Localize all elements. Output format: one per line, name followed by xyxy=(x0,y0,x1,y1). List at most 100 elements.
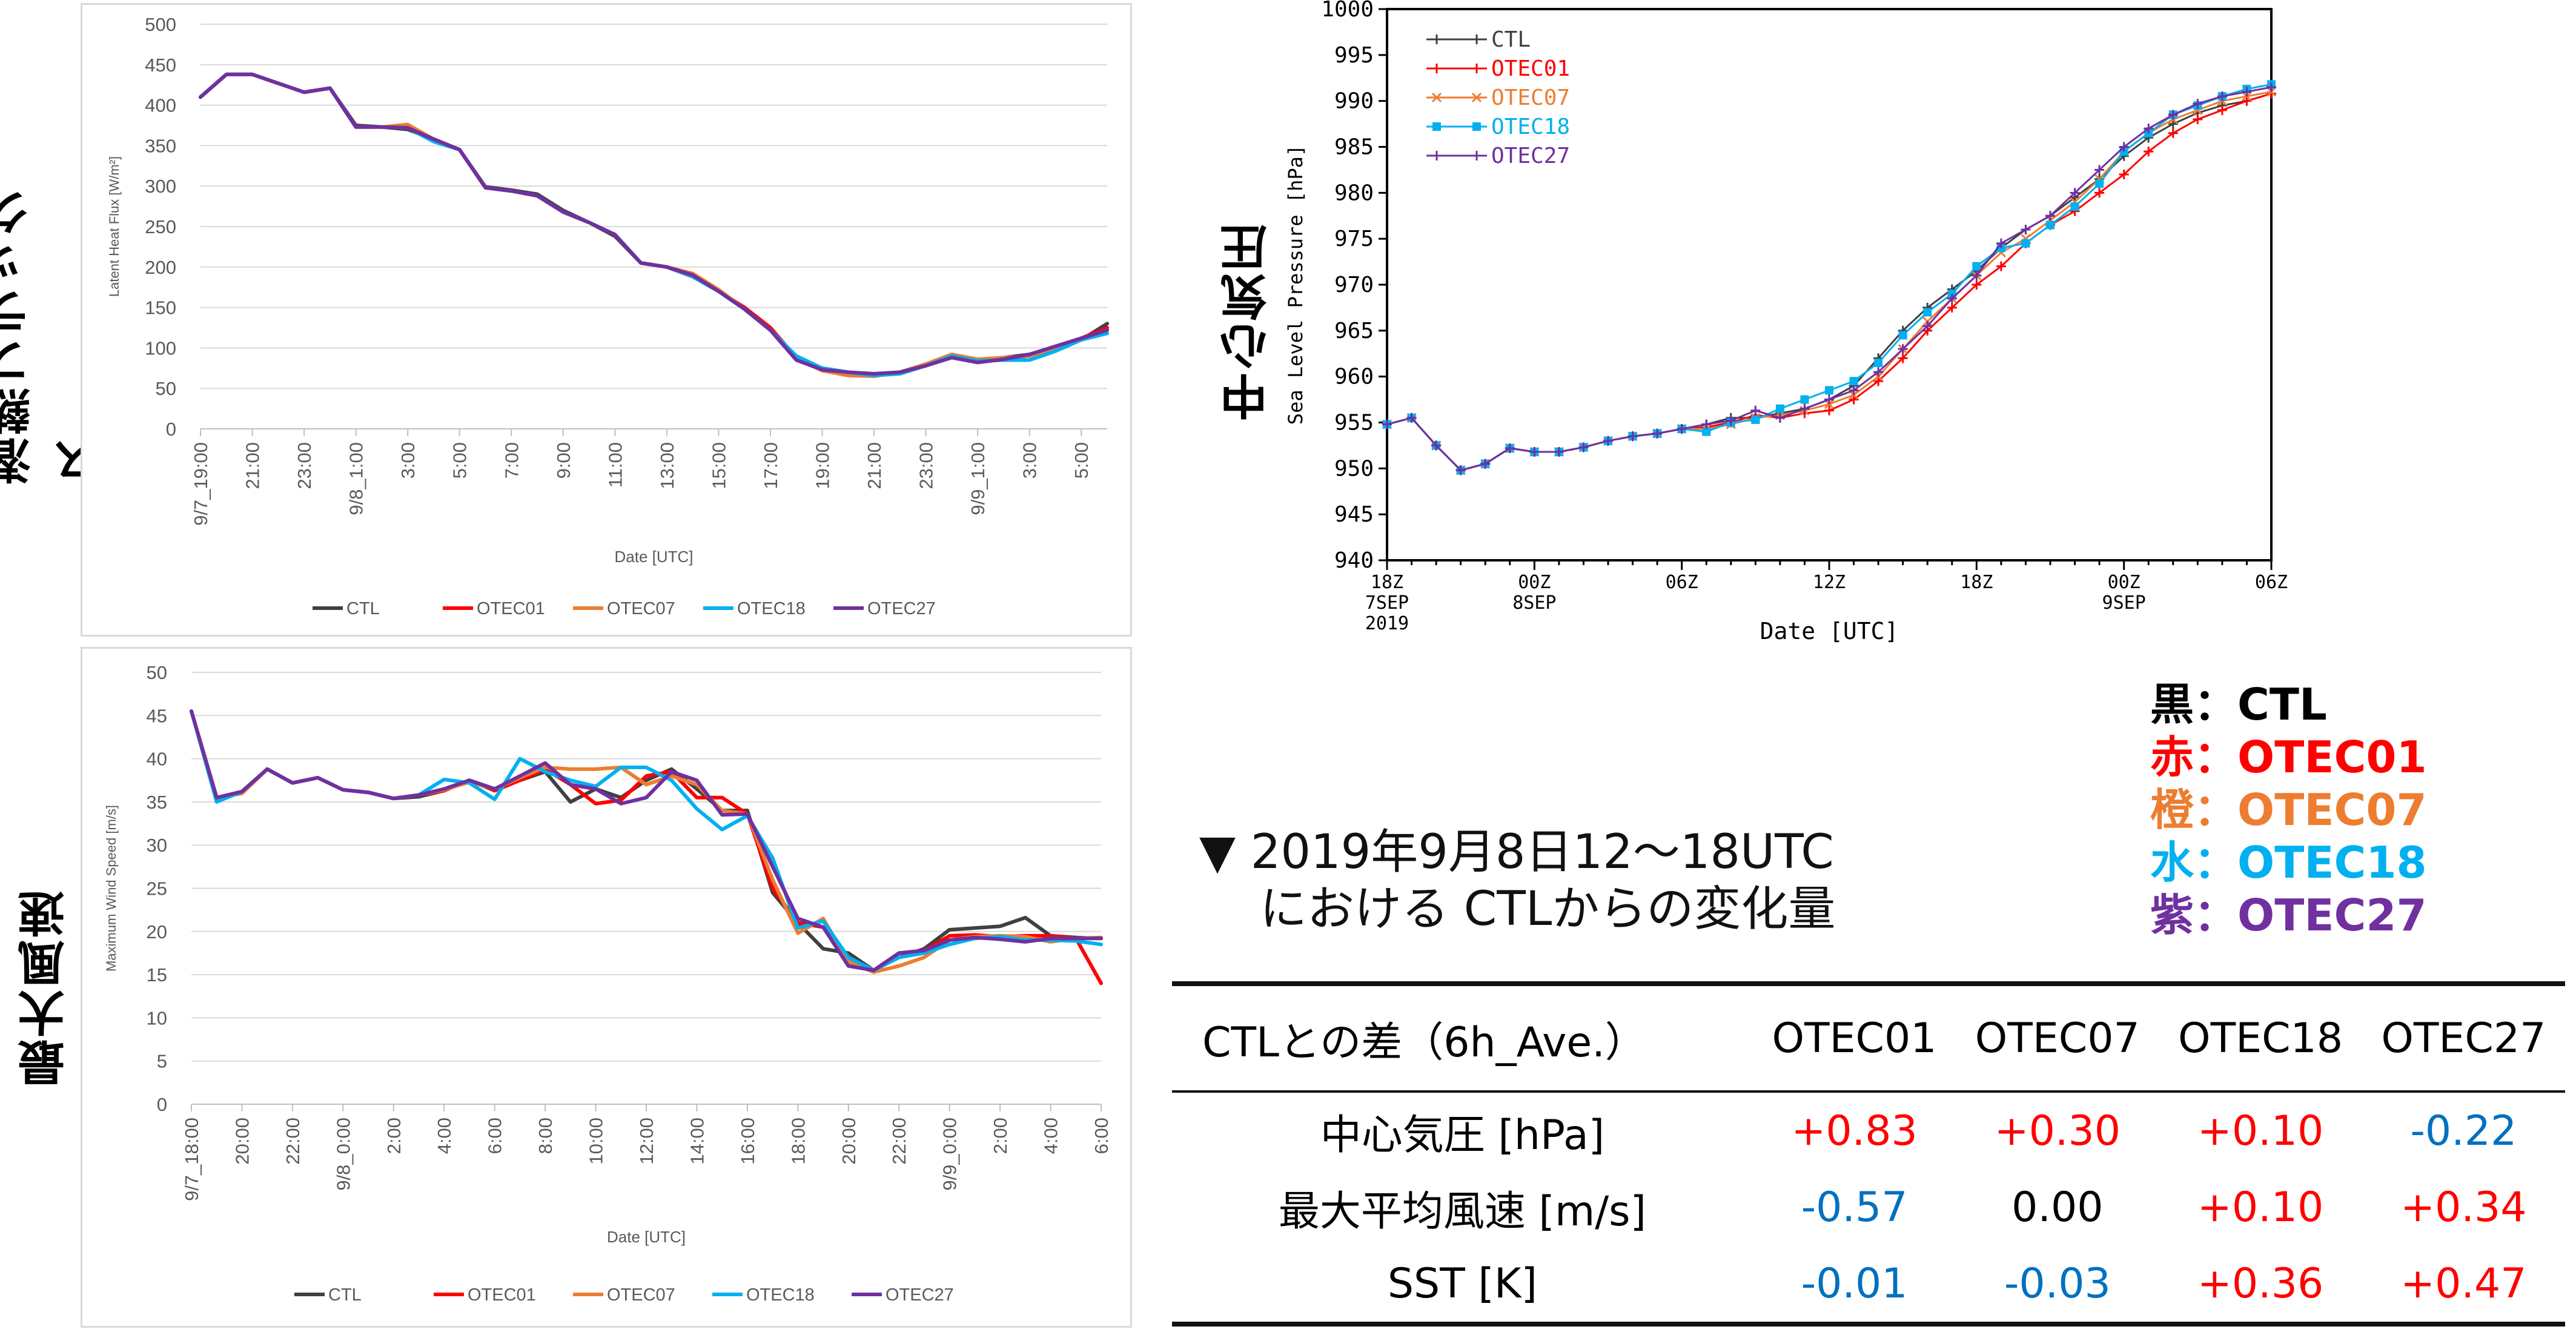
x-tick-label: 12Z xyxy=(1813,572,1846,593)
x-tick-label: 3:00 xyxy=(397,442,419,479)
data-point xyxy=(1431,440,1442,451)
max-wind-side-label: 最大風速 xyxy=(18,888,73,1087)
data-point xyxy=(2242,96,2252,106)
data-point xyxy=(1898,353,1908,363)
x-tick-label: 9/7_19:00 xyxy=(190,442,211,526)
x-tick-label: 00Z xyxy=(2108,572,2141,593)
data-point xyxy=(1825,386,1833,395)
latent-heat-flux-panel: 0 50 100 150 200 250 300 350 400 450 500 9/7_19:00 2… xyxy=(81,3,1132,637)
x-tick-label: 20:00 xyxy=(231,1118,253,1165)
data-point xyxy=(1406,412,1417,423)
x-tick-label: 00Z xyxy=(1518,572,1551,593)
color-key-row: 水：OTEC18 xyxy=(2150,837,2427,888)
data-point xyxy=(1873,367,1884,377)
color-key: 黒：CTL 赤：OTEC01 橙：OTEC07 水：OTEC18 紫：OTEC2… xyxy=(2150,678,2427,942)
row-label: 中心気圧 [hPa] xyxy=(1320,1111,1605,1159)
color-key-row: 紫：OTEC27 xyxy=(2150,890,2427,941)
difference-note: ▼ 2019年9月8日12～18UTC における CTLからの変化量 xyxy=(1199,824,1835,938)
data-point xyxy=(1472,35,1482,44)
sea-level-pressure-chart: 940 945 950 955 960 965 970 975 980 985 990 995 1000… xyxy=(1284,0,2288,644)
x-tick-label: 11:00 xyxy=(604,442,626,488)
y-tick-label: 500 xyxy=(145,14,176,35)
y-tick-label: 980 xyxy=(1334,181,1374,205)
y-tick-label: 990 xyxy=(1334,89,1374,114)
data-point xyxy=(2095,179,2104,188)
data-point xyxy=(1996,261,2006,271)
y-tick-label: 15 xyxy=(147,964,167,986)
data-point xyxy=(1554,447,1564,457)
x-tick-label: 4:00 xyxy=(434,1118,455,1154)
y-tick-label: 50 xyxy=(147,662,167,683)
data-point xyxy=(1677,424,1687,434)
data-point xyxy=(1947,302,1957,313)
y-tick-label: 955 xyxy=(1334,411,1374,436)
row-label: 最大平均風速 [m/s] xyxy=(1278,1187,1647,1236)
series-line-otec18 xyxy=(199,72,1109,377)
y-tick-label: 965 xyxy=(1334,319,1374,343)
y-tick-label: 250 xyxy=(145,216,176,237)
x-tick-label: 3:00 xyxy=(1019,442,1041,479)
series-line-otec27 xyxy=(190,709,1103,972)
x-tick-label: 4:00 xyxy=(1041,1118,1062,1154)
x-tick-label: 9/7_18:00 xyxy=(181,1118,202,1201)
data-point xyxy=(1432,122,1441,131)
legend-label: CTL xyxy=(328,1285,362,1305)
x-tick-label: 22:00 xyxy=(282,1118,303,1165)
data-point xyxy=(1701,419,1712,429)
table-cell: -0.01 xyxy=(1752,1245,1956,1327)
table-row: 最大平均風速 [m/s] -0.57 0.00 +0.10 +0.34 xyxy=(1172,1169,2565,1245)
data-point xyxy=(1849,377,1858,386)
x-tick-label: 23:00 xyxy=(916,442,937,489)
x-tick-label: 8:00 xyxy=(535,1118,556,1154)
data-point xyxy=(1472,122,1481,131)
data-point xyxy=(1947,293,1957,303)
table-header-otec18: OTEC18 xyxy=(2159,981,2362,1093)
x-tick-label: 6:00 xyxy=(485,1118,506,1154)
legend-label: OTEC27 xyxy=(867,599,936,618)
table-cell: 0.00 xyxy=(2011,1183,2104,1231)
data-point xyxy=(1996,238,2006,248)
x-tick-label: 14:00 xyxy=(686,1118,707,1165)
data-point xyxy=(2045,211,2055,221)
legend-label: OTEC18 xyxy=(737,599,806,618)
data-point xyxy=(1824,405,1834,416)
difference-table: CTLとの差（6h_Ave.） OTEC01 OTEC07 OTEC18 OTE… xyxy=(1172,981,2565,1327)
x-tick-label: 5:00 xyxy=(449,442,471,479)
x-tick-label: 6:00 xyxy=(1091,1118,1112,1154)
data-point xyxy=(1751,415,1760,424)
legend-label: OTEC18 xyxy=(1491,114,1570,139)
table-cell: +0.10 xyxy=(2197,1183,2324,1231)
note-line-1: ▼ 2019年9月8日12～18UTC xyxy=(1199,825,1834,880)
y-tick-label: 30 xyxy=(147,835,167,856)
x-tick-label: 9/8_1:00 xyxy=(346,442,367,515)
data-point xyxy=(1972,262,1981,271)
y-tick-label: 35 xyxy=(147,792,167,813)
x-tick-label: 12:00 xyxy=(636,1118,657,1165)
x-tick-label: 13:00 xyxy=(657,442,678,489)
y-tick-label: 950 xyxy=(1334,456,1374,481)
data-point xyxy=(1726,416,1736,426)
data-point xyxy=(1972,280,1982,290)
x-tick-label: 9/8_0:00 xyxy=(333,1118,354,1191)
x-axis-title: Date [UTC] xyxy=(1760,618,1899,644)
data-point xyxy=(2144,147,2154,157)
table-cell: +0.10 xyxy=(2197,1107,2324,1155)
central-pressure-side-label: 中心気圧 xyxy=(1220,222,1275,420)
data-point xyxy=(2070,202,2079,211)
data-point xyxy=(1432,64,1442,73)
data-point xyxy=(2021,239,2030,248)
data-point xyxy=(1849,385,1859,396)
table-cell: -0.57 xyxy=(1801,1183,1908,1231)
x-tick-label: 8SEP xyxy=(1512,592,1556,614)
data-point xyxy=(1627,431,1638,442)
max-wind-speed-chart: 0 5 10 15 20 25 30 35 40 45 50 9/7_18:00 20:00 22:00 9… xyxy=(104,662,1112,1305)
data-point xyxy=(1702,427,1711,436)
y-tick-label: 200 xyxy=(145,257,176,278)
data-point xyxy=(2021,225,2031,234)
note-line-2: における CTLからの変化量 xyxy=(1260,882,1836,936)
data-point xyxy=(2046,220,2055,230)
data-point xyxy=(1431,92,1442,103)
data-point xyxy=(2193,99,2203,109)
y-tick-label: 450 xyxy=(145,55,176,76)
data-point xyxy=(2070,188,2080,198)
